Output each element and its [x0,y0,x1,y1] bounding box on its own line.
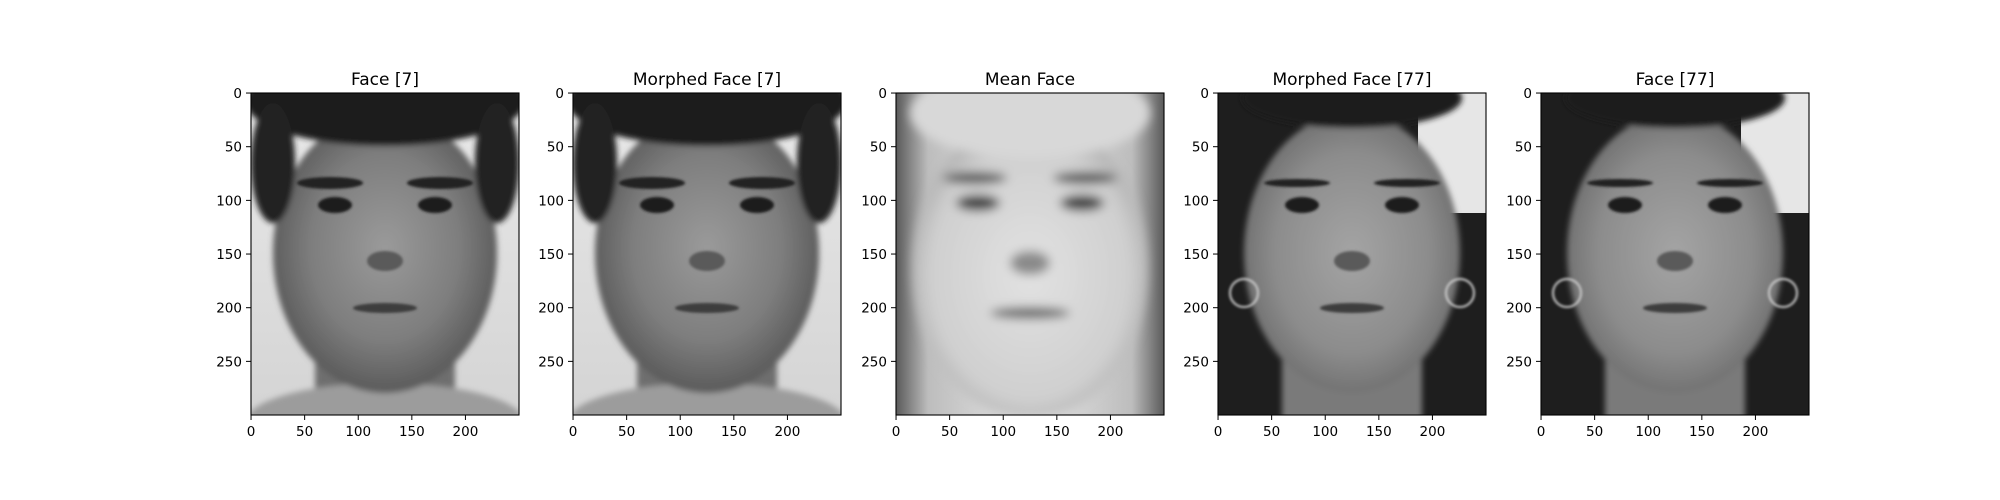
x-tick-label: 100 [1312,424,1338,440]
y-axis: 0 50 100 150 200 250 [216,86,251,370]
subplot-1: Face [7] 0 50 100 150 200 0 50 100 150 200 250 [216,70,520,440]
y-tick-label: 200 [1183,301,1209,317]
subplot-3: Mean Face 0 50 100 150 200 0 50 100 150 200 250 [861,70,1165,440]
x-tick-label: 100 [345,424,371,440]
x-tick-label: 150 [1366,424,1392,440]
y-tick-label: 200 [1506,301,1532,317]
x-tick-label: 200 [1098,424,1124,440]
y-tick-label: 250 [861,354,887,370]
subplot-title: Mean Face [985,70,1075,90]
subplot-2: Morphed Face [7] 0 50 100 150 200 0 50 100 150 200… [538,70,842,440]
x-tick-label: 0 [892,424,901,440]
y-tick-label: 50 [870,140,887,156]
y-tick-label: 0 [878,86,887,102]
subplot-title: Morphed Face [7] [633,70,781,90]
y-tick-label: 100 [861,193,887,209]
y-axis: 0 50 100 150 200 250 [861,86,896,370]
y-axis: 0 50 100 150 200 250 [1506,86,1541,370]
x-tick-label: 100 [990,424,1016,440]
x-tick-label: 0 [569,424,578,440]
x-tick-label: 50 [296,424,313,440]
x-tick-label: 50 [1263,424,1280,440]
y-tick-label: 50 [1515,140,1532,156]
subplot-title: Face [7] [351,70,419,90]
y-tick-label: 50 [547,140,564,156]
y-tick-label: 200 [861,301,887,317]
x-tick-label: 50 [618,424,635,440]
y-tick-label: 200 [216,301,242,317]
face-image [1541,93,1809,415]
x-tick-label: 200 [775,424,801,440]
y-tick-label: 250 [538,354,564,370]
subplot-title: Face [77] [1636,70,1715,90]
y-tick-label: 100 [538,193,564,209]
y-tick-label: 150 [1183,247,1209,263]
x-axis: 0 50 100 150 200 [247,415,479,440]
x-tick-label: 150 [1044,424,1070,440]
x-axis: 0 50 100 150 200 [892,415,1124,440]
x-tick-label: 200 [1420,424,1446,440]
y-tick-label: 250 [1183,354,1209,370]
y-tick-label: 250 [1506,354,1532,370]
y-tick-label: 100 [216,193,242,209]
face-image [896,93,1164,415]
x-tick-label: 0 [1537,424,1546,440]
y-tick-label: 50 [225,140,242,156]
x-tick-label: 200 [1743,424,1769,440]
x-tick-label: 0 [247,424,256,440]
y-tick-label: 150 [1506,247,1532,263]
x-tick-label: 100 [1635,424,1661,440]
x-tick-label: 50 [1586,424,1603,440]
x-tick-label: 100 [667,424,693,440]
x-tick-label: 150 [399,424,425,440]
subplot-5: Face [77] 0 50 100 150 200 0 50 100 150 200 250 [1506,70,1810,440]
y-tick-label: 150 [216,247,242,263]
x-tick-label: 0 [1214,424,1223,440]
y-tick-label: 150 [861,247,887,263]
face-image [1218,93,1486,415]
x-axis: 0 50 100 150 200 [1214,415,1446,440]
y-tick-label: 0 [555,86,564,102]
x-axis: 0 50 100 150 200 [569,415,801,440]
x-tick-label: 200 [453,424,479,440]
face-image [573,93,841,415]
x-tick-label: 50 [941,424,958,440]
panels-root: Face [7]0 50 100 150 200050100150200250Morph… [216,70,1810,440]
y-tick-label: 50 [1192,140,1209,156]
x-tick-label: 150 [721,424,747,440]
y-tick-label: 250 [216,354,242,370]
x-tick-label: 150 [1689,424,1715,440]
y-tick-label: 0 [1200,86,1209,102]
y-tick-label: 0 [1523,86,1532,102]
face-image [251,93,519,415]
subplot-4: Morphed Face [77] 0 50 100 150 200 0 50 100 150 20… [1183,70,1487,440]
y-tick-label: 0 [233,86,242,102]
subplot-title: Morphed Face [77] [1272,70,1431,90]
x-axis: 0 50 100 150 200 [1537,415,1769,440]
y-tick-label: 150 [538,247,564,263]
y-tick-label: 100 [1183,193,1209,209]
y-axis: 0 50 100 150 200 250 [1183,86,1218,370]
y-axis: 0 50 100 150 200 250 [538,86,573,370]
y-tick-label: 200 [538,301,564,317]
y-tick-label: 100 [1506,193,1532,209]
